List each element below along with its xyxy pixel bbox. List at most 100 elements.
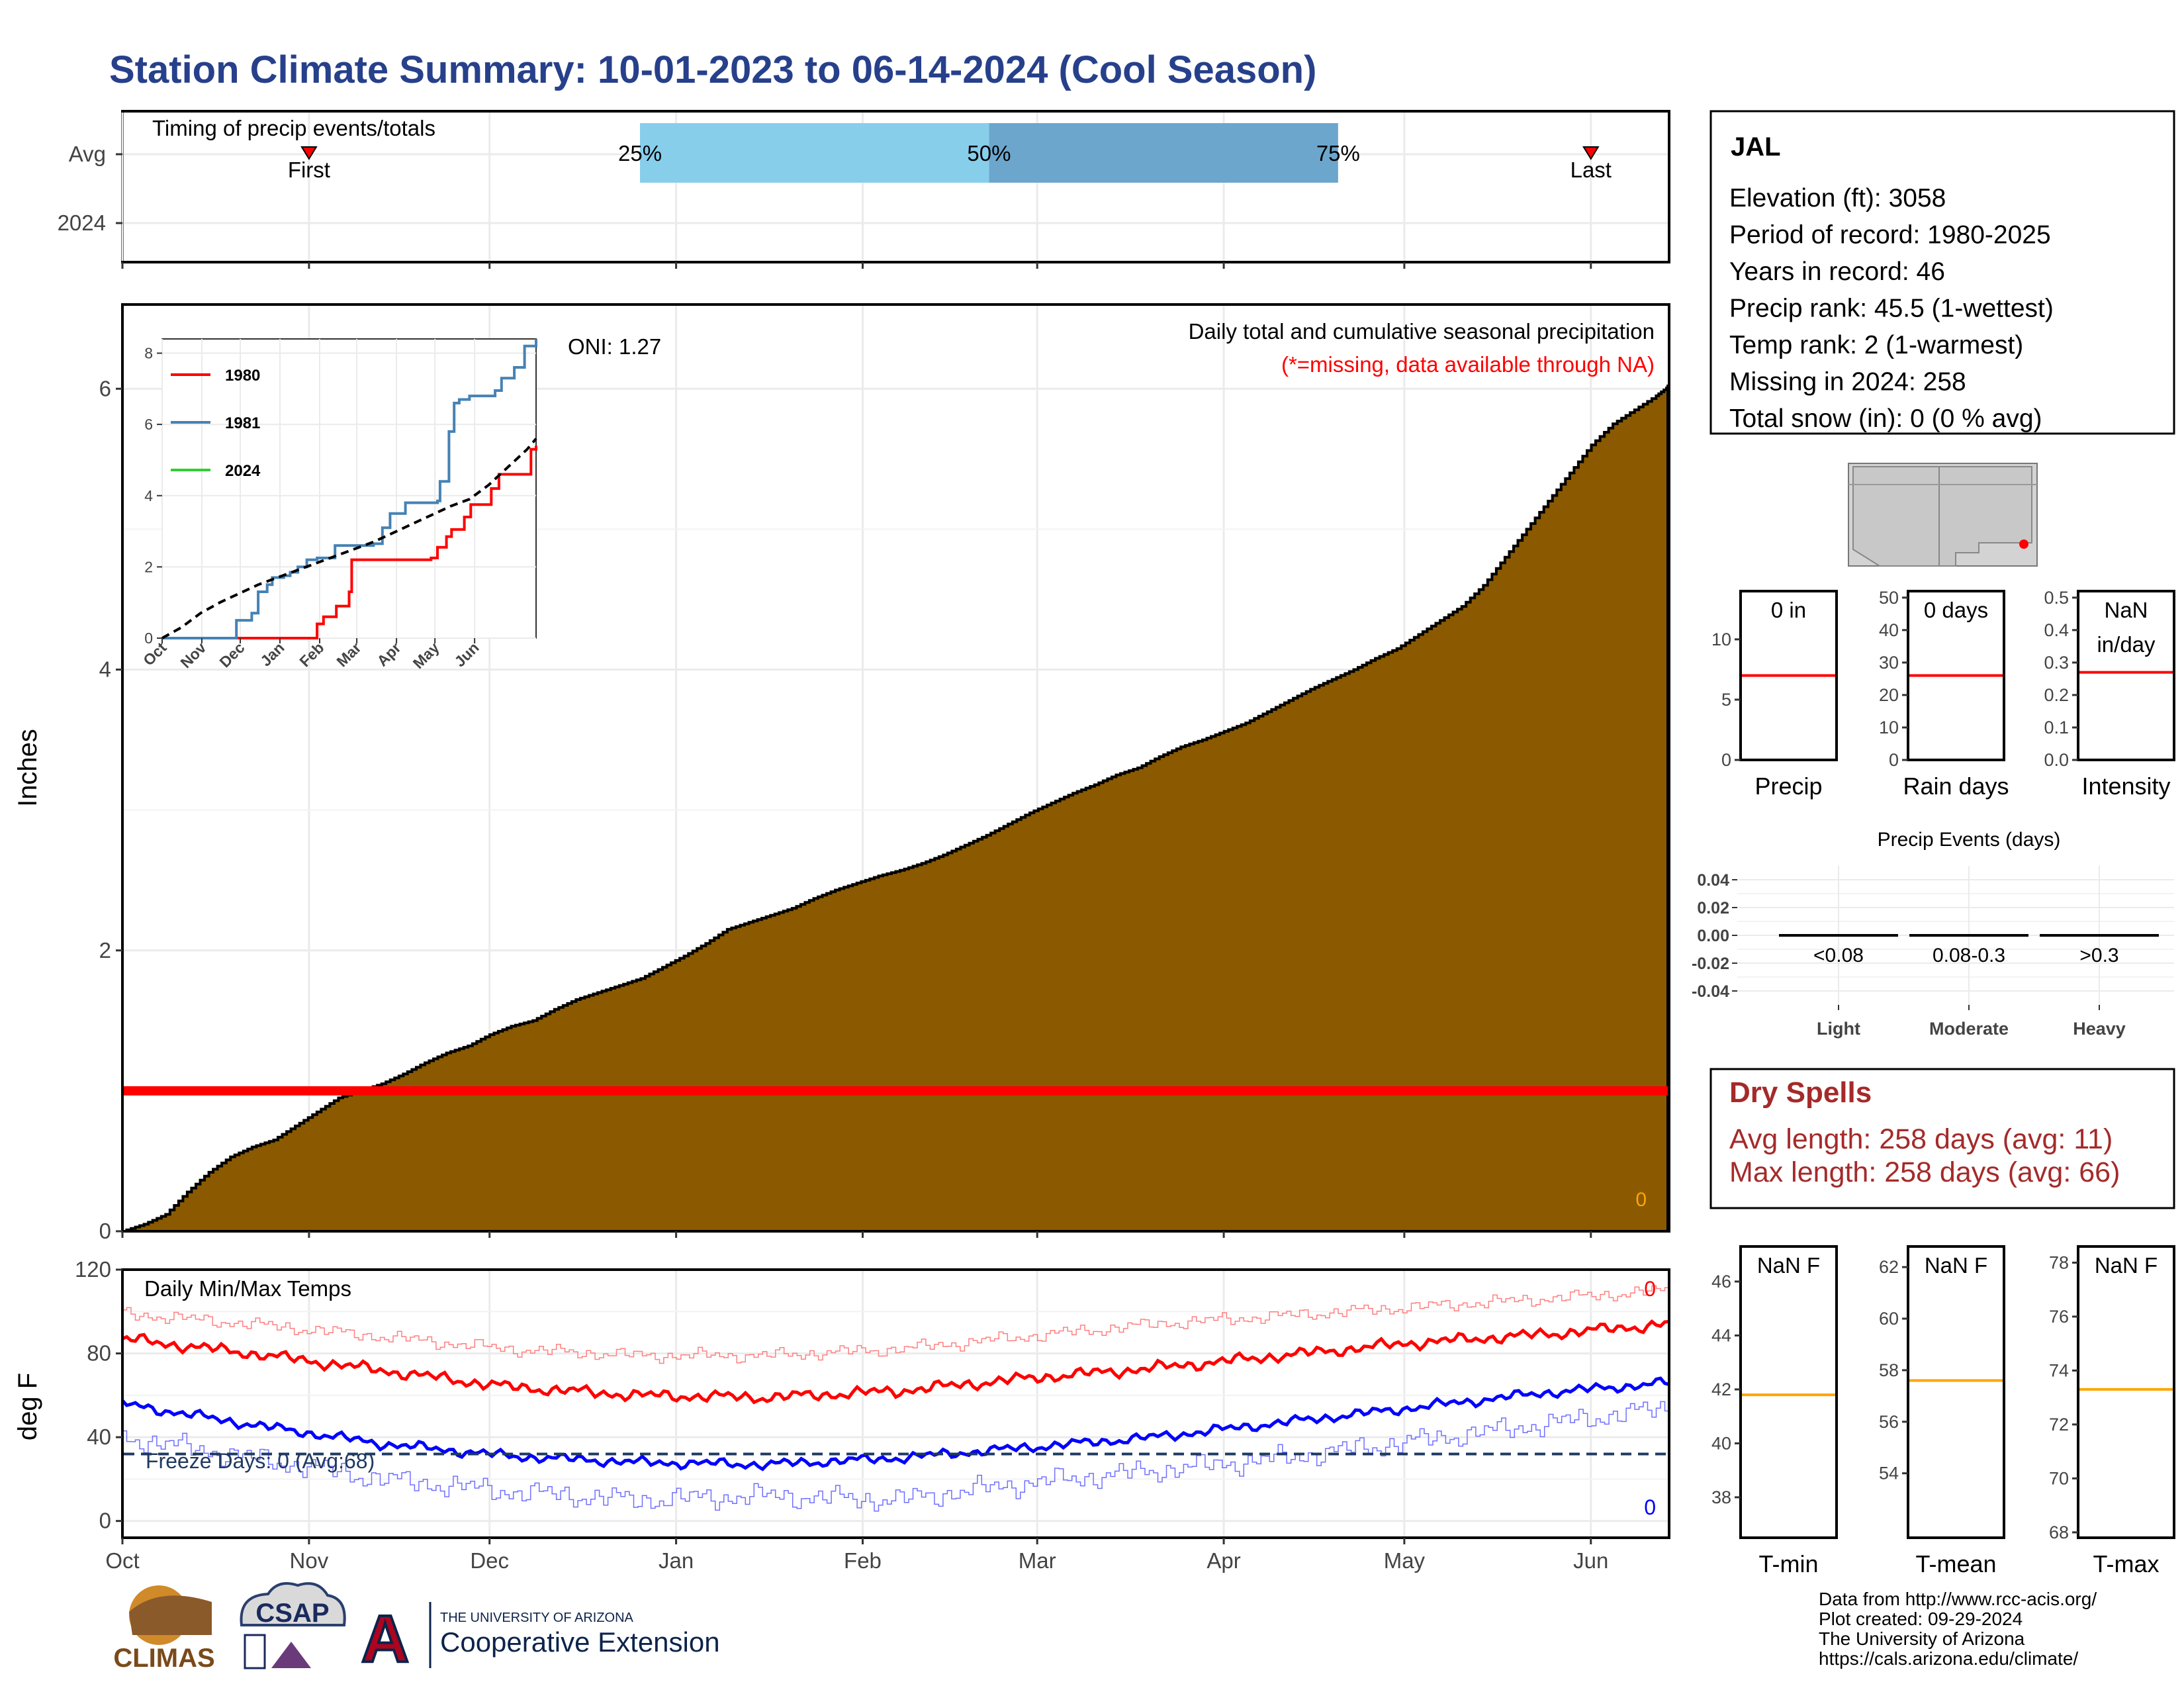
marker-label-last: Last: [1570, 158, 1612, 182]
events-title: Precip Events (days): [1878, 829, 2061, 851]
missing-asterisk: *: [249, 1084, 255, 1102]
tmin_box-tick: 38: [1711, 1487, 1731, 1507]
tmin_box-label: T-min: [1759, 1550, 1819, 1577]
events-y-tick: -0.02: [1692, 955, 1729, 973]
tmean_box-frame: [1907, 1245, 2005, 1539]
raindays_box-tick: 10: [1879, 718, 1899, 737]
tmin_box: 38 40 42 44 46 NaN F T-min: [1711, 1245, 1838, 1577]
tmax_box-tick: 68: [2049, 1523, 2069, 1542]
tmean_box-tick: 60: [1879, 1309, 1899, 1329]
raindays_box-value: 0 days: [1924, 598, 1988, 622]
tmin_box-tick: 42: [1711, 1380, 1731, 1399]
ua-logo-bottom-text: Cooperative Extension: [440, 1626, 720, 1658]
tmin_box-tick: 44: [1711, 1325, 1731, 1345]
events-category-moderate: Moderate: [1929, 1019, 2009, 1039]
missing-asterisk: *: [189, 1084, 195, 1102]
precip-events-panel: Precip Events (days) 0.04 0.02 0.00 -0.02 -0…: [1692, 829, 2174, 1039]
percentile-bar-1: [640, 123, 989, 183]
precip_box-tick: 0: [1721, 750, 1731, 770]
tmax_box-tick: 72: [2049, 1415, 2069, 1434]
csap-logo-text: CSAP: [255, 1599, 329, 1628]
tmax_box-tick: 76: [2049, 1307, 2069, 1327]
missing-asterisk: *: [207, 1084, 213, 1102]
missing-asterisk: *: [231, 1084, 237, 1102]
month-tick-jun: Jun: [1573, 1548, 1608, 1573]
missing-asterisk: *: [219, 1084, 225, 1102]
temp-y-tick: 0: [99, 1509, 111, 1533]
missing-asterisk: *: [225, 1084, 231, 1102]
footer-line: The University of Arizona: [1819, 1628, 2025, 1649]
raindays_box: 0 10 20 30 40 50 0 days Rain days: [1879, 588, 2009, 800]
missing-asterisk: *: [195, 1084, 201, 1102]
station-info-line: Elevation (ft): 3058: [1729, 184, 1946, 212]
precip-panel-title: Daily total and cumulative seasonal prec…: [1189, 319, 1655, 344]
station-info-line: Total snow (in): 0 (0 % avg): [1729, 404, 2042, 433]
station-info-line: Years in record: 46: [1729, 258, 1945, 286]
footer-line: Data from http://www.rcc-acis.org/: [1819, 1589, 2097, 1609]
precip-y-tick: 0: [99, 1219, 111, 1243]
inset-y-tick: 6: [144, 416, 153, 433]
missing-asterisk: *: [243, 1084, 249, 1102]
tmax_box-tick: 74: [2049, 1360, 2069, 1380]
missing-asterisk: *: [261, 1084, 267, 1102]
intensity_box: 0.0 0.1 0.2 0.3 0.4 0.5 NaN in/day Intensity: [2044, 588, 2175, 800]
month-tick-nov: Nov: [290, 1548, 329, 1573]
tmin_box-value: NaN F: [1757, 1253, 1820, 1278]
precip_box-label: Precip: [1754, 773, 1822, 800]
percentile-label-3: 75%: [1316, 141, 1360, 165]
month-tick-jan: Jan: [659, 1548, 694, 1573]
percentile-bar-2: [989, 123, 1338, 183]
events-bar-label-heavy: >0.3: [2079, 945, 2118, 966]
footer-line: https://cals.arizona.edu/climate/: [1819, 1648, 2078, 1669]
tmean_box-tick: 62: [1879, 1257, 1899, 1277]
precip-y-tick: 6: [99, 376, 111, 400]
missing-asterisk: *: [142, 1084, 148, 1102]
intensity_box-value: NaN: [2104, 598, 2148, 622]
missing-asterisk: *: [201, 1084, 207, 1102]
tmin_box-tick: 40: [1711, 1433, 1731, 1453]
events-y-tick: 0.00: [1697, 927, 1729, 945]
tmax_box-tick: 78: [2049, 1252, 2069, 1272]
temp-panel-title: Daily Min/Max Temps: [144, 1276, 351, 1301]
intensity_box-tick: 0.4: [2044, 620, 2069, 640]
month-tick-dec: Dec: [470, 1548, 509, 1573]
month-tick-oct: Oct: [105, 1548, 139, 1573]
intensity_box-frame: [2077, 590, 2175, 761]
tmax_box-tick: 70: [2049, 1468, 2069, 1488]
temp-panel-frame: [121, 1268, 1670, 1539]
tmean_box: 54 56 58 60 62 NaN F T-mean: [1879, 1245, 2005, 1577]
station-info-line: Temp rank: 2 (1-warmest): [1729, 331, 2023, 359]
missing-asterisk: *: [154, 1084, 159, 1102]
ua-logo-mark: A: [361, 1602, 409, 1676]
intensity_box-label: Intensity: [2081, 773, 2170, 800]
inset-legend-label-1981: 1981: [225, 414, 260, 432]
dry-spells-box: Dry Spells Avg length: 258 days (avg: 11…: [1709, 1068, 2175, 1209]
precip_box: 0 5 10 0 in Precip: [1711, 590, 1838, 800]
missing-asterisk: *: [285, 1084, 291, 1102]
missing-asterisk: *: [237, 1084, 243, 1102]
inset-line-1981: [162, 339, 537, 639]
inset-line-average: [161, 438, 537, 639]
raindays_box-tick: 0: [1889, 750, 1899, 770]
cumulative-precip-area: [122, 385, 1670, 1233]
location-map: [1848, 463, 2038, 567]
tmean_box-tick: 54: [1879, 1464, 1899, 1483]
csap-logo: CSAP: [240, 1582, 346, 1669]
station-name: JAL: [1731, 132, 1781, 162]
temp-line-record-min: [122, 1401, 1670, 1512]
precip_box-tick: 10: [1711, 630, 1731, 649]
temp-y-tick: 120: [75, 1257, 111, 1282]
intensity_box-tick: 0.0: [2044, 750, 2069, 770]
footer-credits: Data from http://www.rcc-acis.org/Plot c…: [1819, 1589, 2097, 1669]
missing-asterisk: *: [159, 1084, 165, 1102]
precip_box-value: 0 in: [1771, 598, 1806, 622]
marker-label-first: First: [288, 158, 330, 182]
tmax_box-label: T-max: [2093, 1550, 2159, 1577]
inset-legend-label-1980: 1980: [225, 367, 260, 385]
freeze-days-text: Freeze Days: 0 (Avg:68): [146, 1449, 375, 1473]
climas-logo: CLIMAS: [113, 1585, 215, 1673]
tmin_box-frame: [1739, 1245, 1838, 1539]
events-y-tick: 0.02: [1697, 899, 1729, 917]
temp-y-tick: 80: [87, 1341, 111, 1366]
